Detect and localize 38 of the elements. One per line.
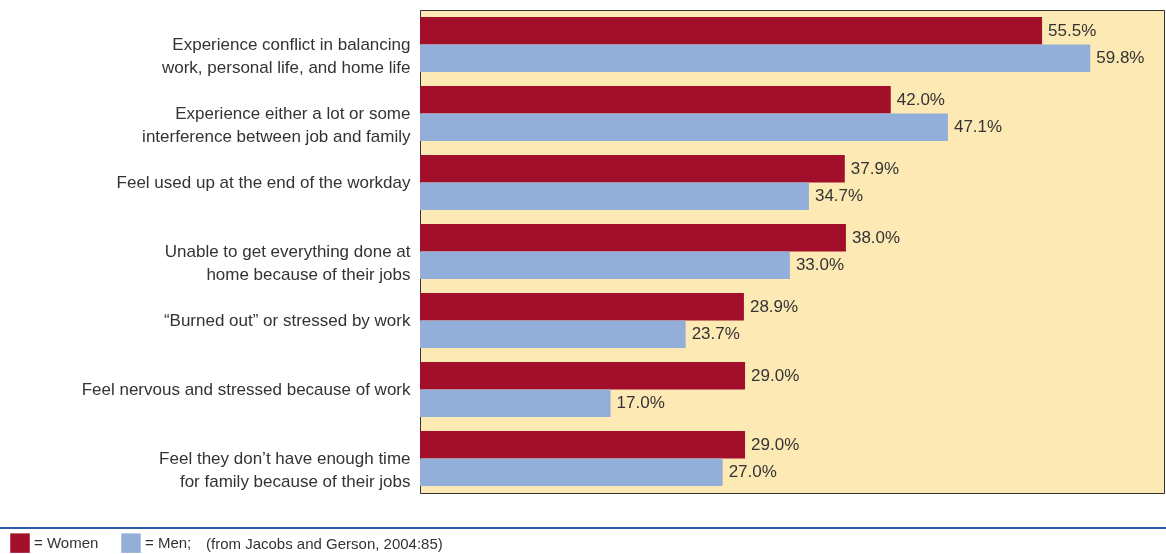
data-label: 37.9% (850, 158, 900, 178)
data-label: 23.7% (691, 324, 740, 344)
y-tick-label: “Burned out” or stressed by work (163, 310, 411, 330)
bar (420, 113, 948, 142)
data-label: 29.0% (751, 365, 800, 385)
text: (from Jacobs and Gerson, 2004:85) (206, 535, 443, 552)
y-tick-label: Feel nervous and stressed because of work (81, 379, 411, 399)
bar (420, 85, 891, 114)
legend-label: = Men; (145, 534, 192, 552)
y-tick-label: Feel they don’t have enough time for family because of their jobs (159, 448, 411, 491)
bar (420, 182, 809, 211)
bar (420, 223, 846, 252)
legend-label: = Women (34, 534, 99, 552)
data-label: 17.0% (616, 393, 665, 413)
data-label: 38.0% (851, 227, 901, 247)
data-label: 27.0% (728, 462, 777, 482)
bar (420, 16, 1043, 45)
y-tick-label: Unable to get everything done at home because of their jobs (164, 241, 411, 284)
data-label: 28.9% (749, 296, 799, 316)
bar (420, 361, 746, 390)
bar (420, 154, 845, 183)
data-label: 29.0% (751, 434, 800, 454)
data-label: 59.8% (1096, 48, 1145, 68)
bar (420, 430, 746, 459)
data-label: 42.0% (896, 89, 945, 109)
data-label: 34.7% (814, 186, 864, 206)
y-tick-label: Experience conflict in balancing work, personal life, and home life (160, 34, 411, 77)
bar (420, 458, 723, 487)
y-tick-label: Experience either a lot or some interference between job and family (142, 103, 411, 146)
bar (420, 44, 1091, 73)
data-label: 47.1% (953, 117, 1003, 137)
y-tick-label: Feel used up at the end of the workday (116, 172, 411, 192)
bar (420, 320, 686, 349)
bar (420, 292, 744, 321)
data-label: 55.5% (1048, 20, 1097, 40)
data-label: 33.0% (795, 255, 845, 275)
bar (420, 251, 790, 280)
bar (420, 389, 611, 418)
